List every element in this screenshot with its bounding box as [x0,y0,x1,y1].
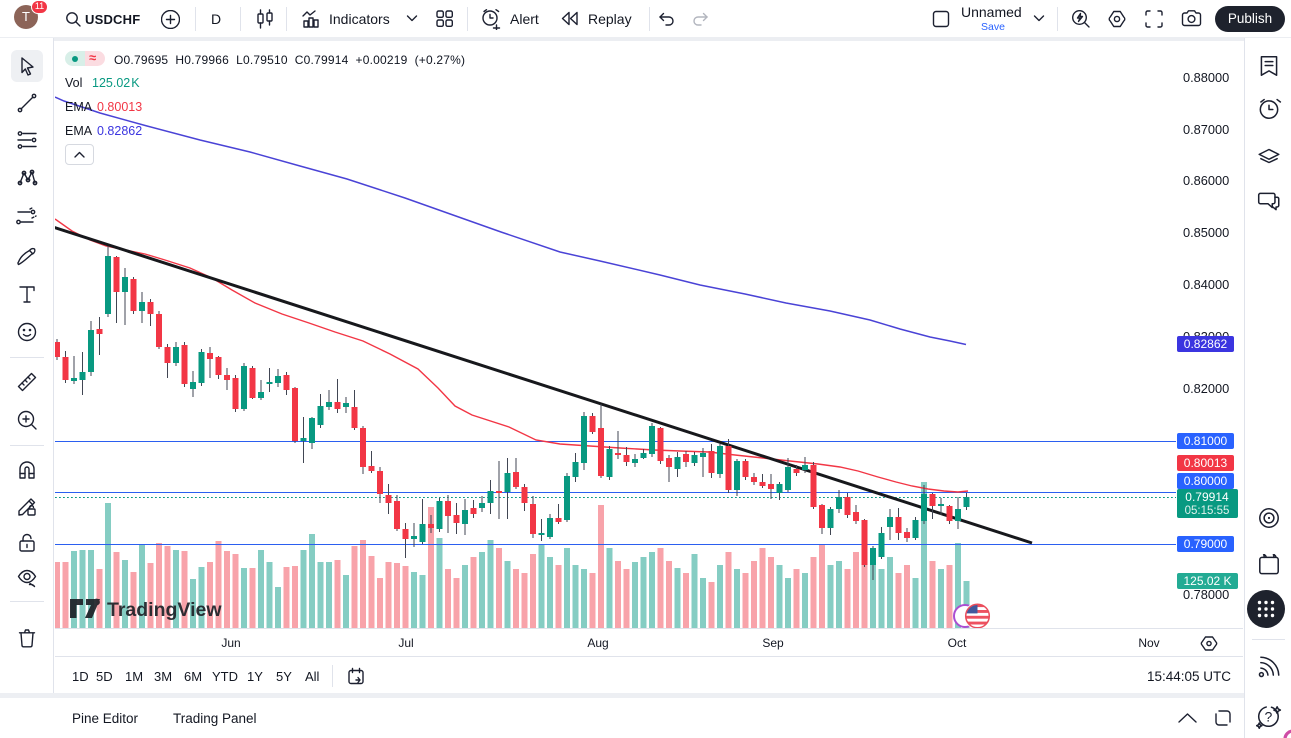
svg-text:125.02 K: 125.02 K [1183,574,1231,588]
svg-text:0.79914: 0.79914 [1185,490,1229,504]
svg-text:0.87000: 0.87000 [1183,122,1229,137]
svg-text:0.85000: 0.85000 [1183,225,1229,240]
svg-text:Nov: Nov [1138,636,1159,650]
svg-text:Aug: Aug [587,636,608,650]
svg-text:0.84000: 0.84000 [1183,277,1229,292]
svg-text:0.88000: 0.88000 [1183,70,1229,85]
svg-text:0.81000: 0.81000 [1184,434,1228,448]
svg-text:0.79000: 0.79000 [1184,537,1228,551]
svg-text:0.80013: 0.80013 [1184,456,1228,470]
svg-text:0.80000: 0.80000 [1184,474,1228,488]
svg-text:0.78000: 0.78000 [1183,587,1229,602]
svg-text:0.86000: 0.86000 [1183,173,1229,188]
svg-text:0.82000: 0.82000 [1183,381,1229,396]
svg-text:0.82862: 0.82862 [1184,337,1228,351]
svg-text:?: ? [1265,708,1273,724]
svg-text:Sep: Sep [762,636,784,650]
svg-text:Jun: Jun [221,636,240,650]
svg-text:Oct: Oct [948,636,967,650]
svg-text:TradingView: TradingView [107,599,222,621]
svg-text:Jul: Jul [398,636,413,650]
svg-text:05:15:55: 05:15:55 [1185,505,1230,517]
